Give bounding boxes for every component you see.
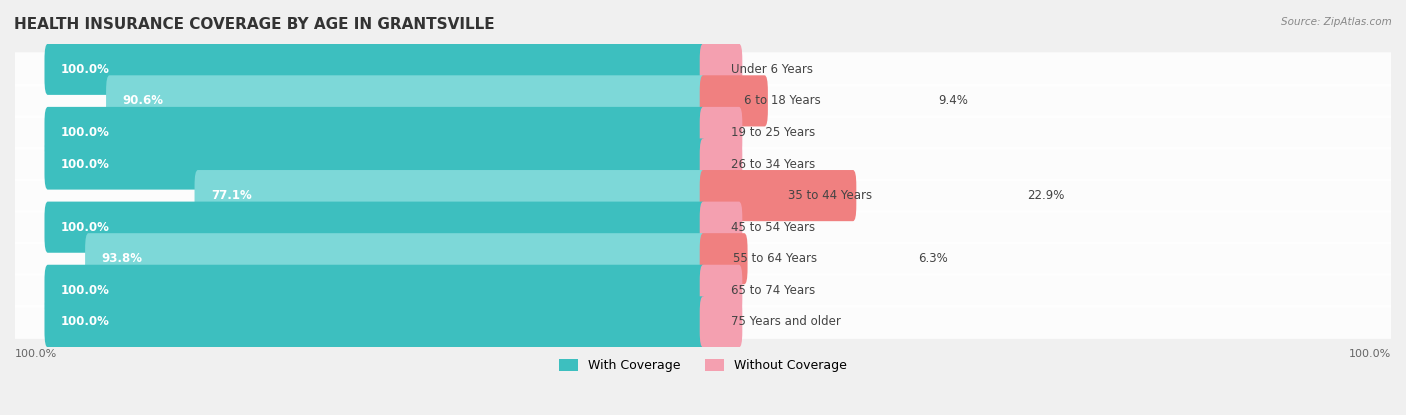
Text: 100.0%: 100.0% [60,158,110,171]
Text: HEALTH INSURANCE COVERAGE BY AGE IN GRANTSVILLE: HEALTH INSURANCE COVERAGE BY AGE IN GRAN… [14,17,495,32]
FancyBboxPatch shape [45,265,706,316]
FancyBboxPatch shape [15,52,1391,86]
FancyBboxPatch shape [45,139,706,190]
FancyBboxPatch shape [15,84,1391,118]
FancyBboxPatch shape [15,147,1391,181]
Text: 6.3%: 6.3% [918,252,948,265]
FancyBboxPatch shape [700,139,742,190]
Text: 22.9%: 22.9% [1026,189,1064,202]
Text: 100.0%: 100.0% [1348,349,1391,359]
FancyBboxPatch shape [700,265,742,316]
Text: 45 to 54 Years: 45 to 54 Years [731,221,815,234]
FancyBboxPatch shape [700,107,742,158]
FancyBboxPatch shape [15,210,1391,244]
FancyBboxPatch shape [15,273,1391,307]
Text: 6 to 18 Years: 6 to 18 Years [744,94,820,107]
FancyBboxPatch shape [45,202,706,253]
Text: Source: ZipAtlas.com: Source: ZipAtlas.com [1281,17,1392,27]
Text: 77.1%: 77.1% [211,189,252,202]
Text: 100.0%: 100.0% [60,284,110,297]
FancyBboxPatch shape [15,178,1391,212]
Text: 100.0%: 100.0% [60,315,110,328]
Text: 75 Years and older: 75 Years and older [731,315,841,328]
FancyBboxPatch shape [45,296,706,347]
Text: 93.8%: 93.8% [101,252,142,265]
FancyBboxPatch shape [700,202,742,253]
FancyBboxPatch shape [700,170,856,221]
FancyBboxPatch shape [105,75,706,127]
Text: 19 to 25 Years: 19 to 25 Years [731,126,815,139]
FancyBboxPatch shape [45,44,706,95]
Text: 9.4%: 9.4% [938,94,969,107]
Text: 100.0%: 100.0% [60,63,110,76]
Text: 55 to 64 Years: 55 to 64 Years [734,252,818,265]
Legend: With Coverage, Without Coverage: With Coverage, Without Coverage [554,354,852,377]
FancyBboxPatch shape [194,170,706,221]
Text: 65 to 74 Years: 65 to 74 Years [731,284,815,297]
Text: 35 to 44 Years: 35 to 44 Years [787,189,872,202]
Text: 90.6%: 90.6% [122,94,163,107]
FancyBboxPatch shape [45,107,706,158]
FancyBboxPatch shape [700,296,742,347]
FancyBboxPatch shape [15,242,1391,276]
FancyBboxPatch shape [86,233,706,284]
FancyBboxPatch shape [700,75,768,127]
FancyBboxPatch shape [15,305,1391,339]
Text: Under 6 Years: Under 6 Years [731,63,813,76]
Text: 26 to 34 Years: 26 to 34 Years [731,158,815,171]
FancyBboxPatch shape [700,44,742,95]
Text: 100.0%: 100.0% [15,349,58,359]
Text: 100.0%: 100.0% [60,126,110,139]
Text: 100.0%: 100.0% [60,221,110,234]
FancyBboxPatch shape [700,233,748,284]
FancyBboxPatch shape [15,115,1391,149]
